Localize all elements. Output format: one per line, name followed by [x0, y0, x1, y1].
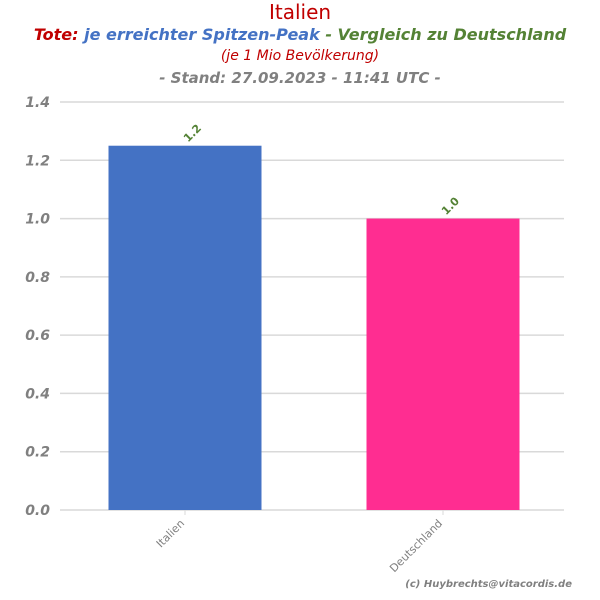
- y-tick-label: 0.4: [25, 386, 50, 402]
- chart-timestamp: - Stand: 27.09.2023 - 11:41 UTC -: [159, 69, 441, 87]
- subtitle-part-tote: Tote:: [33, 25, 79, 44]
- data-label: 1.0: [439, 194, 462, 217]
- subtitle-part-vergleich: - Vergleich zu Deutschland: [325, 25, 567, 44]
- chart-subtitle: Tote: je erreichter Spitzen-Peak - Vergl…: [0, 24, 600, 46]
- subtitle-part-peak: je erreichter Spitzen-Peak: [84, 25, 320, 44]
- y-tick-label: 1.2: [25, 153, 50, 169]
- y-tick-label: 0.0: [25, 503, 50, 519]
- y-tick-label: 0.6: [25, 328, 50, 344]
- bar-italien: [108, 145, 262, 510]
- y-tick-label: 1.0: [25, 212, 50, 228]
- data-label: 1.2: [181, 122, 204, 145]
- y-tick-label: 0.2: [25, 445, 50, 461]
- chart-title: Italien: [268, 0, 332, 24]
- copyright-note: (c) Huybrechts@vitacordis.de: [405, 579, 572, 590]
- chart-subtitle-population: (je 1 Mio Bevölkerung): [220, 48, 380, 64]
- y-tick-label: 0.8: [25, 270, 50, 286]
- y-tick-label: 1.4: [25, 95, 50, 111]
- bar-deutschland: [366, 218, 520, 511]
- x-tick-label: Italien: [154, 517, 187, 550]
- x-tick-label: Deutschland: [387, 517, 445, 575]
